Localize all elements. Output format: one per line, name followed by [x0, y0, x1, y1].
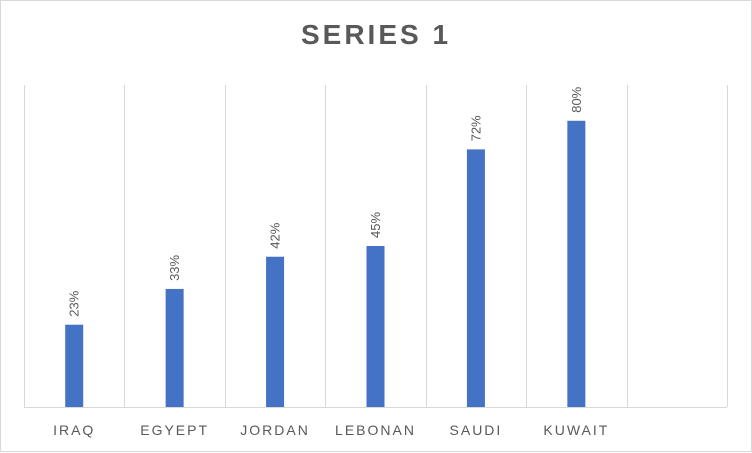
data-label: 33% — [167, 254, 182, 280]
data-label: 80% — [569, 86, 584, 112]
x-tick-label: LEBONAN — [335, 422, 416, 438]
x-tick-label: IRAQ — [53, 422, 95, 438]
data-label: 42% — [268, 222, 283, 248]
bar — [65, 324, 84, 407]
bar — [165, 288, 184, 407]
chart-title: SERIES 1 — [300, 19, 452, 50]
x-tick-label: KUWAIT — [543, 422, 609, 438]
bar — [567, 120, 586, 408]
x-tick-label: JORDAN — [240, 422, 310, 438]
x-tick-label: SAUDI — [450, 422, 503, 438]
data-label: 72% — [468, 115, 483, 141]
x-tick-label: EGYEPT — [140, 422, 209, 438]
data-label: 45% — [368, 212, 383, 238]
bar — [366, 246, 385, 407]
bar — [266, 256, 285, 407]
data-label: 23% — [67, 290, 82, 316]
bar — [466, 149, 485, 407]
